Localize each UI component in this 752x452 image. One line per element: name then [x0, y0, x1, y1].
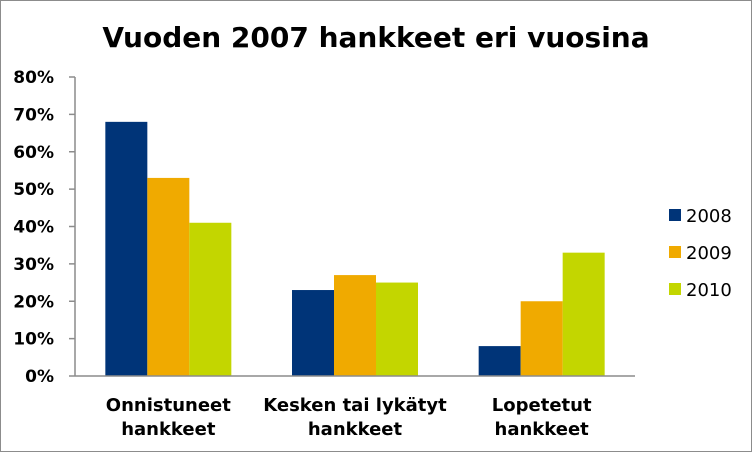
y-tick-label: 60%: [13, 143, 54, 163]
x-category-label-line: hankkeet: [121, 419, 216, 440]
legend-label-2008: 2008: [686, 206, 732, 227]
legend-swatch-2010: [669, 283, 681, 295]
bar-2010-3: [562, 252, 605, 376]
bar-2008-1: [105, 121, 148, 376]
legend-label-2009: 2009: [686, 243, 732, 264]
chart-title: Vuoden 2007 hankkeet eri vuosina: [102, 21, 649, 54]
legend-swatch-2009: [669, 246, 681, 258]
y-tick-label: 20%: [13, 292, 54, 312]
bar-2008-3: [478, 346, 521, 376]
x-category-label-line: Kesken tai lykätyt: [263, 395, 447, 416]
y-tick-label: 40%: [13, 218, 54, 238]
x-category-label-line: Lopetetut: [492, 395, 592, 416]
legend-swatch-2008: [669, 209, 681, 221]
bar-2010-2: [376, 282, 418, 376]
bar-2008-2: [292, 290, 334, 376]
x-category-label-line: hankkeet: [495, 419, 590, 440]
legend-label-2010: 2010: [686, 280, 732, 301]
bar-2009-3: [520, 301, 563, 376]
y-tick-label: 0%: [25, 367, 54, 387]
x-category-label: Onnistuneet hankkeet: [106, 395, 231, 440]
y-tick-label: 80%: [13, 68, 54, 88]
x-category-label: Kesken tai lykätyt hankkeet: [263, 395, 447, 440]
bar-2009-2: [334, 275, 376, 376]
y-tick-label: 50%: [13, 180, 54, 200]
bar-2010-1: [189, 222, 232, 376]
x-category-label-line: Onnistuneet: [106, 395, 231, 416]
bar-2009-1: [147, 177, 190, 376]
x-category-label-line: hankkeet: [308, 419, 403, 440]
x-category-label: Lopetetut hankkeet: [492, 395, 592, 440]
y-tick-label: 70%: [13, 105, 54, 125]
legend: 2008 2009 2010: [669, 206, 732, 301]
y-tick-label: 30%: [13, 255, 54, 275]
y-tick-label: 10%: [13, 330, 54, 350]
plot-area: 0% 10% 20% 30% 40% 50% 60% 70% 80% Onnistuneet han…: [13, 68, 635, 440]
